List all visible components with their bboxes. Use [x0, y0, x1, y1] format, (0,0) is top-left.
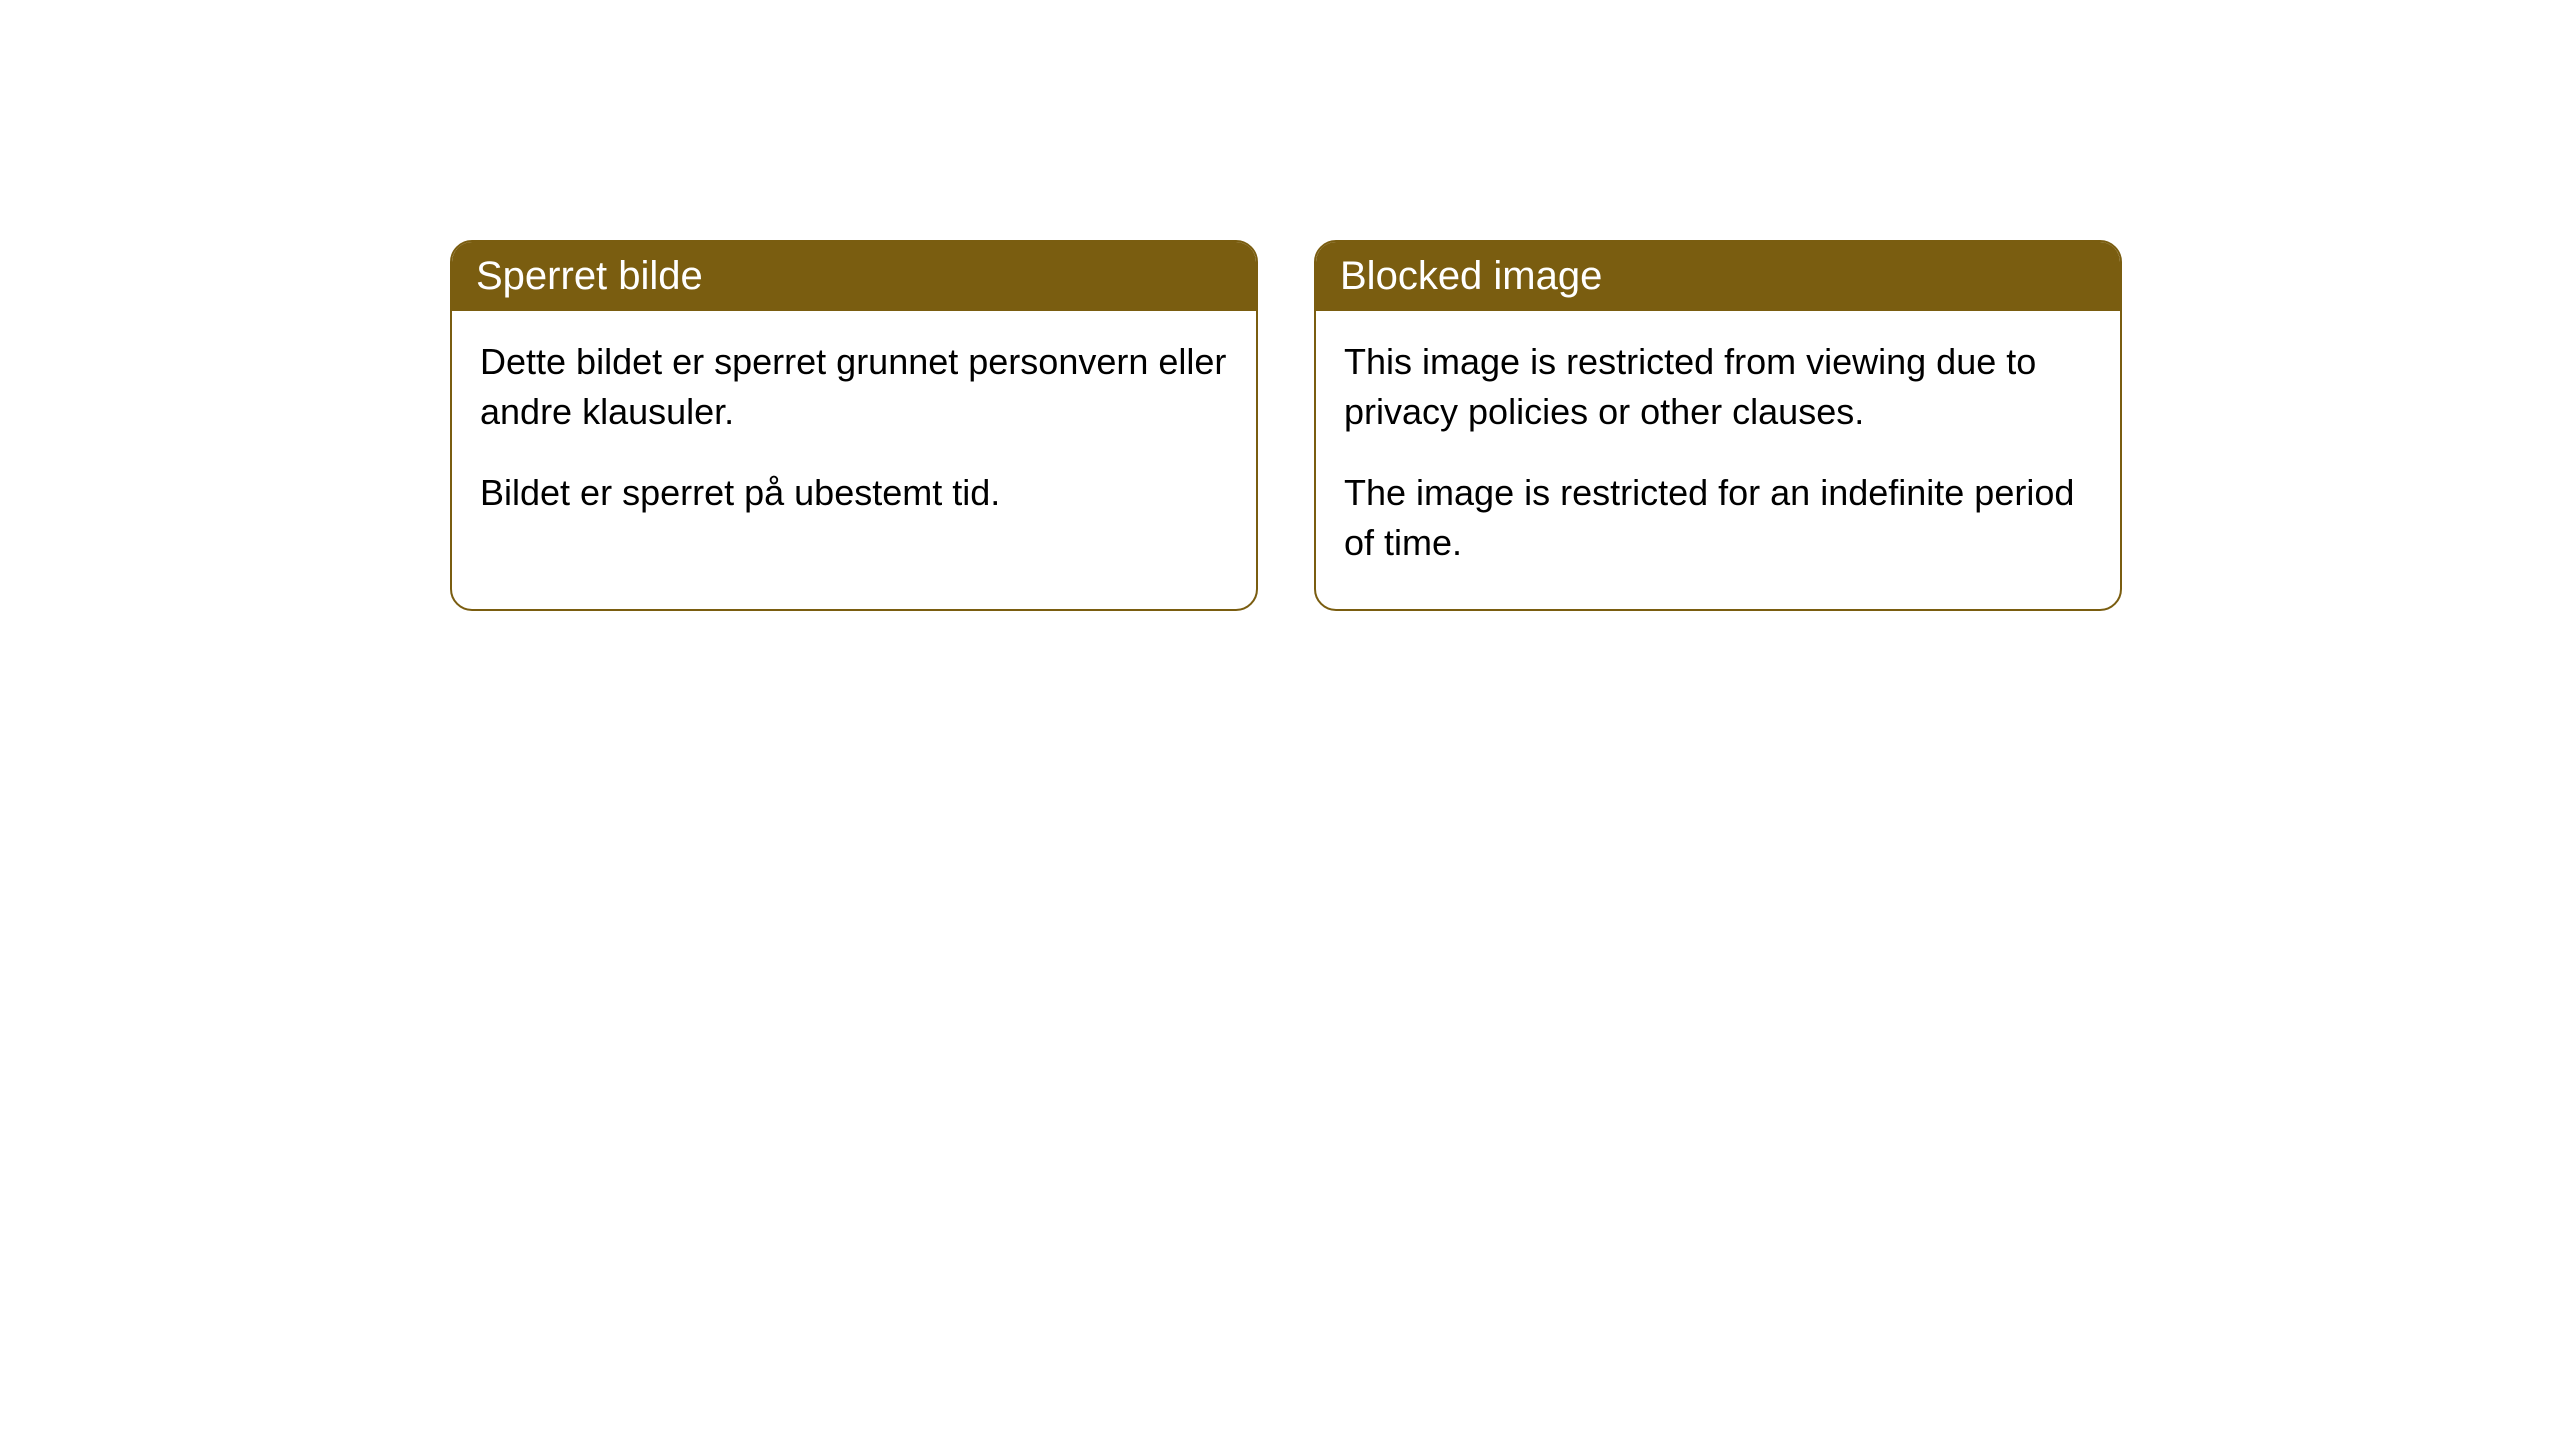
- card-header: Sperret bilde: [452, 242, 1256, 311]
- card-paragraph-1: This image is restricted from viewing du…: [1344, 337, 2092, 438]
- card-paragraph-1: Dette bildet er sperret grunnet personve…: [480, 337, 1228, 438]
- notice-card-english: Blocked image This image is restricted f…: [1314, 240, 2122, 611]
- card-paragraph-2: The image is restricted for an indefinit…: [1344, 468, 2092, 569]
- notice-card-norwegian: Sperret bilde Dette bildet er sperret gr…: [450, 240, 1258, 611]
- card-body: Dette bildet er sperret grunnet personve…: [452, 311, 1256, 558]
- card-header: Blocked image: [1316, 242, 2120, 311]
- card-body: This image is restricted from viewing du…: [1316, 311, 2120, 609]
- card-paragraph-2: Bildet er sperret på ubestemt tid.: [480, 468, 1228, 518]
- notice-container: Sperret bilde Dette bildet er sperret gr…: [0, 0, 2560, 611]
